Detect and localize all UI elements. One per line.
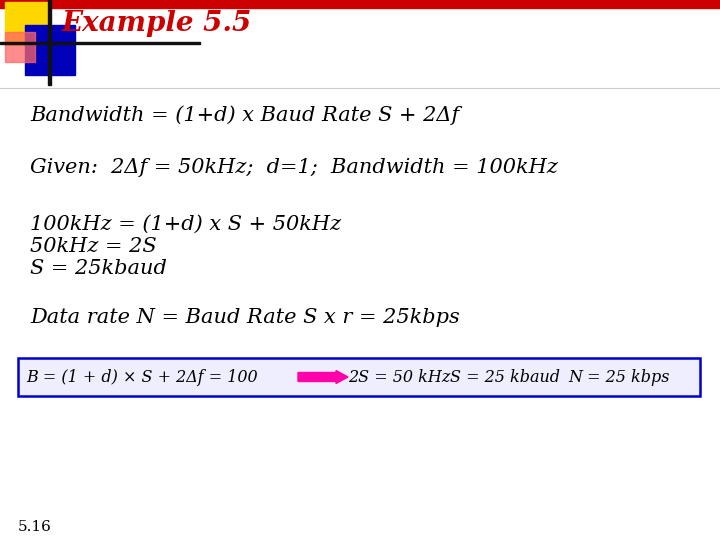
Bar	[5, 32, 35, 62]
Text: 50kHz = 2S: 50kHz = 2S	[30, 237, 157, 256]
Bar	[0, 42, 200, 44]
Text: S = 25kbaud: S = 25kbaud	[30, 259, 167, 278]
Text: B = (1 + d) × S + 2Δf = 100: B = (1 + d) × S + 2Δf = 100	[26, 368, 258, 386]
Bar	[5, 2, 48, 45]
Text: N = 25 kbps: N = 25 kbps	[568, 368, 670, 386]
Text: Example 5.5: Example 5.5	[62, 10, 252, 37]
FancyArrow shape	[298, 370, 348, 383]
Text: 5.16: 5.16	[18, 520, 52, 534]
Text: 100kHz = (1+d) x S + 50kHz: 100kHz = (1+d) x S + 50kHz	[30, 215, 341, 234]
Text: Data rate N = Baud Rate S x r = 25kbps: Data rate N = Baud Rate S x r = 25kbps	[30, 308, 460, 327]
Text: S = 25 kbaud: S = 25 kbaud	[450, 368, 560, 386]
Bar	[0, 0, 720, 8]
Bar	[18, 358, 700, 396]
Text: Bandwidth = (1+d) x Baud Rate S + 2Δf: Bandwidth = (1+d) x Baud Rate S + 2Δf	[30, 105, 459, 125]
Text: 2S = 50 kHz: 2S = 50 kHz	[348, 368, 450, 386]
Bar	[48, 0, 50, 85]
Text: Given:  2Δf = 50kHz;  d=1;  Bandwidth = 100kHz: Given: 2Δf = 50kHz; d=1; Bandwidth = 100…	[30, 158, 558, 177]
Bar	[25, 25, 75, 75]
